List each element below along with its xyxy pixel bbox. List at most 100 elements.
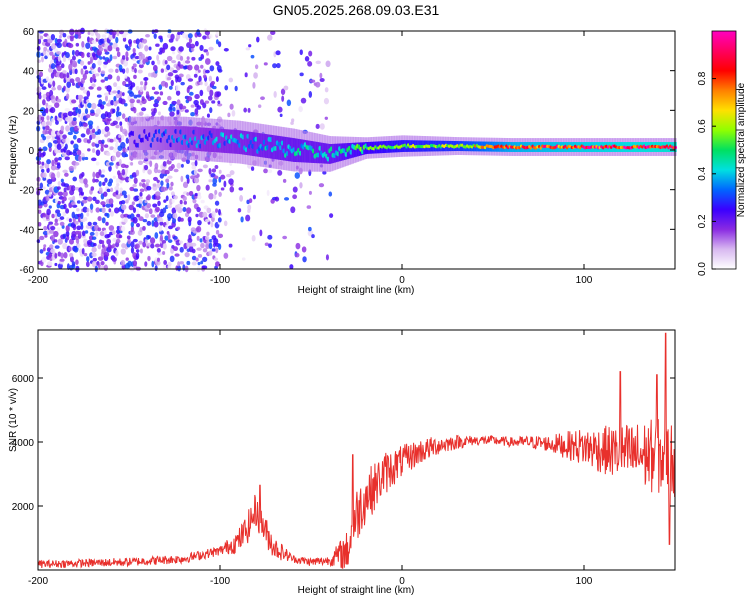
- heatmap-speckle: [112, 90, 118, 94]
- heatmap-speckle: [91, 69, 97, 74]
- heatmap-ridge-band: [271, 135, 274, 159]
- heatmap-speckle: [147, 56, 152, 61]
- heatmap-speckle: [324, 116, 328, 120]
- heatmap-speckle: [69, 252, 74, 258]
- heatmap-speckle: [71, 49, 75, 56]
- heatmap-speckle: [211, 211, 216, 218]
- heatmap-speckle: [100, 201, 106, 206]
- heatmap-speckle: [210, 221, 214, 228]
- heatmap-speckle: [212, 177, 218, 185]
- heatmap-speckle: [225, 173, 232, 178]
- heatmap-speckle: [108, 225, 115, 231]
- heatmap-speckle: [37, 38, 42, 45]
- heatmap-speckle: [42, 186, 46, 190]
- heatmap-speckle: [119, 121, 123, 126]
- heatmap-speckle: [157, 169, 162, 174]
- heatmap-speckle: [158, 224, 163, 232]
- heatmap-speckle: [132, 52, 137, 56]
- heatmap-speckle: [41, 86, 47, 90]
- heatmap-speckle: [325, 60, 331, 68]
- heatmap-speckle: [152, 203, 158, 208]
- heatmap-speckle: [103, 61, 109, 65]
- heatmap-speckle: [206, 207, 212, 214]
- heatmap-speckle: [162, 250, 166, 256]
- heatmap-speckle: [98, 187, 103, 194]
- heatmap-speckle: [153, 103, 159, 108]
- heatmap-speckle: [57, 84, 62, 91]
- heatmap-speckle: [120, 141, 126, 149]
- heatmap-speckle: [49, 89, 54, 97]
- heatmap-speckle: [132, 260, 138, 267]
- heatmap-speckle: [166, 220, 170, 225]
- heatmap-speckle: [170, 79, 174, 87]
- heatmap-speckle: [42, 151, 46, 157]
- heatmap-speckle: [197, 194, 202, 200]
- heatmap-speckle: [49, 107, 56, 114]
- heatmap-speckle: [65, 230, 70, 237]
- heatmap-speckle: [129, 186, 135, 192]
- heatmap-speckle: [135, 38, 140, 45]
- heatmap-ridge-band: [299, 139, 302, 163]
- heatmap-speckle: [206, 231, 210, 236]
- heatmap-speckle: [280, 88, 286, 95]
- heatmap-speckle: [133, 188, 139, 192]
- heatmap-speckle: [223, 220, 228, 227]
- heatmap-speckle: [133, 107, 137, 114]
- heatmap-speckle: [68, 218, 72, 223]
- heatmap-speckle: [70, 222, 76, 229]
- heatmap-speckle: [47, 178, 53, 185]
- heatmap-speckle: [190, 104, 195, 108]
- heatmap-speckle: [50, 164, 57, 171]
- heatmap-speckle: [74, 68, 78, 75]
- heatmap-speckle: [46, 138, 50, 144]
- heatmap-speckle: [120, 248, 126, 255]
- heatmap-speckle: [150, 214, 156, 218]
- heatmap-speckle: [62, 233, 67, 239]
- heatmap-speckle: [140, 53, 145, 60]
- heatmap-speckle: [276, 62, 281, 69]
- heatmap-ridge-band: [309, 140, 312, 163]
- heatmap-speckle: [69, 78, 75, 84]
- heatmap-speckle: [92, 148, 96, 153]
- heatmap-speckle: [251, 235, 256, 242]
- heatmap-speckle: [208, 179, 213, 183]
- heatmap-speckle: [80, 212, 84, 220]
- heatmap-speckle: [109, 146, 114, 151]
- heatmap-speckle: [160, 68, 164, 73]
- heatmap-speckle: [48, 253, 53, 258]
- heatmap-speckle: [99, 38, 106, 44]
- heatmap-speckle: [128, 204, 135, 211]
- heatmap-speckle: [191, 261, 197, 266]
- heatmap-speckle: [39, 35, 44, 40]
- heatmap-speckle: [191, 255, 197, 261]
- heatmap-speckle: [120, 259, 126, 266]
- heatmap-speckle: [153, 220, 159, 228]
- heatmap-speckle: [122, 68, 126, 74]
- heatmap-speckle: [42, 99, 46, 106]
- heatmap-speckle: [174, 253, 180, 257]
- heatmap-speckle: [223, 180, 227, 188]
- snr-x-tick-label: -200: [28, 576, 48, 587]
- heatmap-speckle: [126, 235, 131, 240]
- heatmap-speckle: [94, 29, 98, 36]
- heatmap-ridge-band: [155, 126, 158, 150]
- heatmap-speckle: [166, 76, 172, 81]
- heatmap-speckle: [171, 207, 177, 214]
- heatmap-speckle: [83, 252, 88, 257]
- heatmap-speckle: [90, 186, 95, 191]
- heatmap-speckle: [80, 51, 85, 59]
- heatmap-speckle: [143, 77, 149, 81]
- heatmap-speckle: [46, 49, 50, 53]
- heatmap-speckle: [106, 59, 111, 63]
- heatmap-speckle: [127, 194, 131, 201]
- heatmap-speckle: [77, 216, 82, 223]
- heatmap-speckle: [65, 225, 70, 232]
- heatmap-speckle: [319, 78, 325, 83]
- heatmap-speckle: [213, 237, 219, 245]
- heatmap-speckle: [105, 95, 109, 102]
- heatmap-speckle: [129, 98, 135, 104]
- heatmap-speckle: [217, 233, 224, 239]
- heatmap-speckle: [116, 51, 121, 58]
- heatmap-speckle: [130, 162, 134, 166]
- heatmap-speckle: [129, 229, 135, 235]
